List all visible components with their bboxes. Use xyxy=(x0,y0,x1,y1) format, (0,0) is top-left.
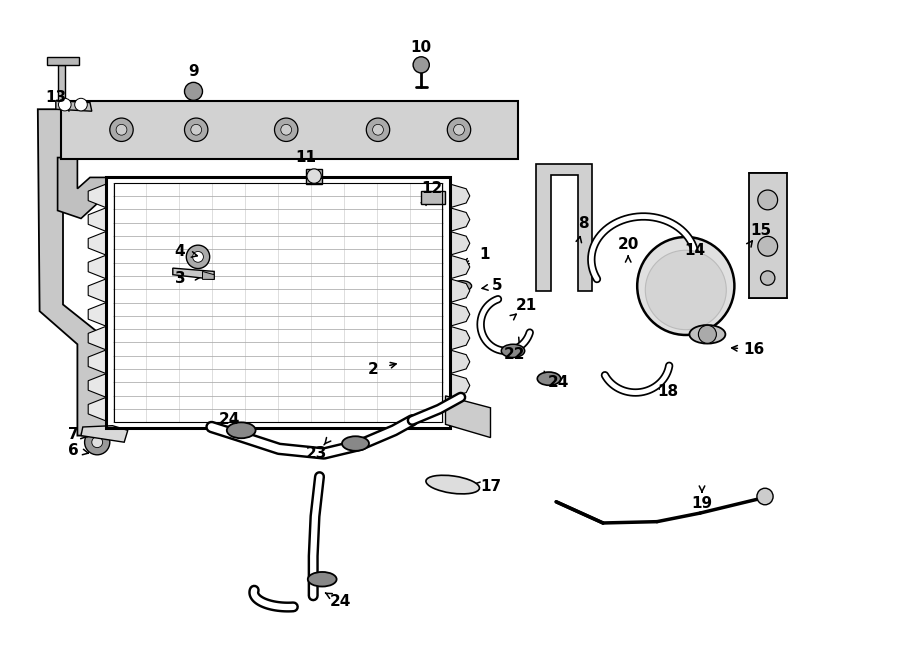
Polygon shape xyxy=(202,271,214,279)
Polygon shape xyxy=(450,373,470,397)
Text: 1: 1 xyxy=(479,248,490,262)
Polygon shape xyxy=(173,268,214,279)
Text: 3: 3 xyxy=(175,271,185,285)
Polygon shape xyxy=(88,184,106,208)
Text: 24: 24 xyxy=(329,594,351,608)
Circle shape xyxy=(758,236,778,256)
Ellipse shape xyxy=(645,250,726,330)
Circle shape xyxy=(92,437,103,448)
Text: 5: 5 xyxy=(491,279,502,293)
Circle shape xyxy=(454,124,464,135)
Polygon shape xyxy=(749,173,787,298)
Polygon shape xyxy=(88,326,106,350)
Text: 9: 9 xyxy=(188,64,199,79)
Ellipse shape xyxy=(227,422,256,438)
Polygon shape xyxy=(536,164,592,291)
Text: 23: 23 xyxy=(306,446,328,461)
Polygon shape xyxy=(58,158,106,218)
Polygon shape xyxy=(88,373,106,397)
Circle shape xyxy=(191,124,202,135)
Text: 11: 11 xyxy=(295,150,317,165)
Text: 19: 19 xyxy=(691,496,713,510)
Text: 24: 24 xyxy=(547,375,569,390)
Text: 21: 21 xyxy=(516,299,537,313)
Polygon shape xyxy=(88,397,106,421)
Text: 22: 22 xyxy=(504,347,526,361)
Polygon shape xyxy=(450,208,470,232)
Polygon shape xyxy=(88,303,106,326)
Text: 12: 12 xyxy=(421,181,443,196)
Circle shape xyxy=(75,98,87,111)
Polygon shape xyxy=(450,303,470,326)
Ellipse shape xyxy=(537,372,561,385)
Circle shape xyxy=(110,118,133,142)
Ellipse shape xyxy=(689,325,725,344)
Circle shape xyxy=(373,124,383,135)
Ellipse shape xyxy=(426,475,480,494)
Polygon shape xyxy=(450,326,470,350)
Circle shape xyxy=(274,118,298,142)
Ellipse shape xyxy=(308,572,337,587)
Polygon shape xyxy=(88,255,106,279)
Circle shape xyxy=(758,190,778,210)
Circle shape xyxy=(85,430,110,455)
Text: 24: 24 xyxy=(219,412,240,426)
Polygon shape xyxy=(88,279,106,303)
Circle shape xyxy=(193,252,203,262)
Text: 20: 20 xyxy=(617,238,639,252)
Circle shape xyxy=(447,118,471,142)
Polygon shape xyxy=(450,232,470,255)
Text: 15: 15 xyxy=(750,223,771,238)
Text: 4: 4 xyxy=(175,244,185,259)
Circle shape xyxy=(58,98,71,111)
Text: 7: 7 xyxy=(68,428,79,442)
Polygon shape xyxy=(58,65,65,101)
Polygon shape xyxy=(38,109,106,436)
Polygon shape xyxy=(56,101,92,111)
Circle shape xyxy=(760,271,775,285)
Text: 18: 18 xyxy=(657,385,679,399)
Text: 6: 6 xyxy=(68,443,79,457)
Polygon shape xyxy=(450,350,470,373)
Text: 14: 14 xyxy=(684,243,706,258)
Circle shape xyxy=(184,118,208,142)
Polygon shape xyxy=(47,57,79,65)
Circle shape xyxy=(698,325,716,344)
Text: 16: 16 xyxy=(743,342,765,357)
Circle shape xyxy=(366,118,390,142)
Text: 2: 2 xyxy=(368,362,379,377)
Polygon shape xyxy=(306,169,322,184)
Text: 10: 10 xyxy=(410,40,432,55)
Circle shape xyxy=(116,124,127,135)
Circle shape xyxy=(413,57,429,73)
Polygon shape xyxy=(450,279,470,303)
Ellipse shape xyxy=(637,237,734,335)
Text: 8: 8 xyxy=(578,216,589,231)
Polygon shape xyxy=(450,397,470,421)
Polygon shape xyxy=(88,232,106,255)
Polygon shape xyxy=(88,208,106,232)
Polygon shape xyxy=(106,177,450,428)
Text: 13: 13 xyxy=(45,91,67,105)
Circle shape xyxy=(307,169,321,183)
Polygon shape xyxy=(450,184,470,208)
Polygon shape xyxy=(88,350,106,373)
Polygon shape xyxy=(421,191,445,204)
Polygon shape xyxy=(446,396,491,438)
Ellipse shape xyxy=(342,436,369,451)
Ellipse shape xyxy=(501,344,525,357)
Text: 17: 17 xyxy=(480,479,501,494)
Circle shape xyxy=(281,124,292,135)
Polygon shape xyxy=(61,101,517,159)
Circle shape xyxy=(184,82,202,101)
Ellipse shape xyxy=(757,489,773,504)
Polygon shape xyxy=(450,255,470,279)
Ellipse shape xyxy=(452,281,472,291)
Polygon shape xyxy=(81,426,128,442)
Circle shape xyxy=(186,245,210,269)
